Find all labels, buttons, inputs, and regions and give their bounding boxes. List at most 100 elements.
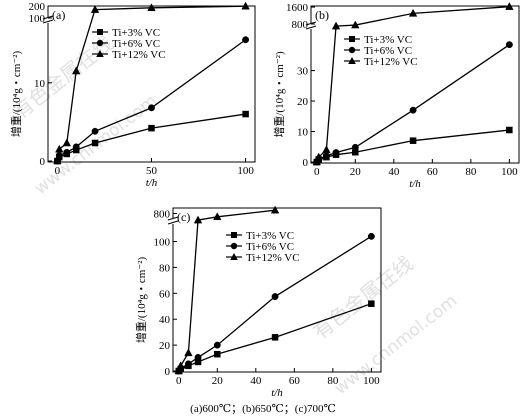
data-point	[351, 143, 359, 151]
legend-label: Ti+3% VC	[112, 27, 160, 39]
axis-break-gap	[169, 219, 177, 224]
data-point	[314, 152, 323, 161]
x-tick-label: 0	[176, 375, 182, 387]
panel-c: 0 20 40 60 80 100 0 20 40 60 80 100 800 t/h 增重/(10⁴g・c…	[134, 205, 382, 399]
data-point	[368, 300, 375, 307]
data-point	[505, 2, 514, 10]
y-tick-label: 1600	[286, 2, 309, 14]
data-point	[72, 66, 81, 75]
axis-break-mark	[167, 216, 179, 221]
x-axis-label: t/h	[409, 178, 421, 190]
x-tick-label: 40	[250, 375, 262, 387]
legend-marker	[349, 36, 355, 42]
x-tick-label: 80	[327, 375, 339, 387]
data-point	[322, 152, 330, 160]
data-point	[184, 360, 192, 368]
x-tick-label: 20	[212, 375, 224, 387]
y-tick-label: 0	[165, 366, 171, 378]
axis-break-gap	[44, 18, 52, 23]
data-point	[62, 138, 72, 147]
legend-label: Ti+3% VC	[246, 230, 294, 242]
data-point	[147, 3, 156, 12]
x-tick-label: 20	[350, 166, 362, 178]
y-axis-label: 增重/(10⁴g・cm⁻²)	[272, 51, 286, 138]
y-tick-label: 10	[34, 78, 46, 90]
panel-label: (c)	[177, 210, 190, 224]
data-point	[332, 149, 340, 157]
legend-marker	[231, 232, 237, 238]
legend-marker	[230, 253, 238, 260]
axis-break-mark	[167, 220, 179, 225]
data-point	[193, 215, 203, 224]
data-point	[367, 232, 375, 240]
x-tick-label: 100	[501, 166, 518, 178]
y-tick-label: 60	[159, 288, 171, 300]
x-tick-label: 100	[237, 165, 254, 177]
data-point	[271, 293, 279, 301]
data-point	[55, 144, 64, 153]
data-point	[213, 341, 221, 349]
axis-break-mark	[42, 19, 54, 24]
data-point	[506, 126, 513, 134]
data-point	[312, 157, 321, 166]
x-tick-label: 100	[363, 375, 380, 387]
data-point	[505, 41, 513, 49]
data-point	[409, 106, 417, 114]
y-tick-label: 20	[297, 96, 309, 108]
plot-frame	[310, 5, 520, 164]
data-point	[148, 104, 155, 112]
data-point	[213, 212, 222, 221]
data-point	[176, 361, 185, 370]
legend-marker	[96, 50, 104, 57]
panel-b: 0 20 40 60 80 100 0 10 20 30 800 1600 t/h 增重/(10⁴g・cm…	[272, 2, 520, 190]
x-tick-label: 80	[465, 166, 477, 178]
y-tick-label: 40	[159, 314, 171, 326]
data-point	[351, 20, 360, 29]
y-tick-label: 0	[40, 156, 46, 168]
data-point	[242, 110, 249, 118]
panel-label: (a)	[52, 8, 65, 22]
data-point	[242, 36, 250, 44]
data-point	[214, 350, 221, 358]
y-tick-label: 800	[154, 209, 171, 221]
data-point	[148, 124, 155, 132]
legend-marker	[348, 57, 356, 64]
data-point	[91, 127, 99, 135]
data-point	[270, 205, 280, 214]
y-tick-label: 800	[292, 19, 309, 31]
data-point	[322, 145, 331, 154]
data-point	[53, 156, 62, 165]
data-point	[91, 139, 99, 147]
data-point	[241, 1, 250, 10]
data-point	[271, 334, 279, 341]
x-axis-label: t/h	[146, 177, 158, 189]
data-point	[72, 143, 80, 151]
legend-label: Ti+6% VC	[112, 38, 160, 50]
data-point	[409, 137, 417, 144]
legend-marker	[230, 242, 238, 250]
x-tick-label: 0	[314, 166, 320, 178]
legend-marker	[97, 29, 103, 35]
data-point	[184, 348, 193, 357]
series-line	[316, 129, 510, 163]
legend-label: Ti+6% VC	[246, 241, 294, 253]
y-axis-label: 增重/(10⁴g・cm⁻²)	[9, 51, 23, 138]
panel-label: (b)	[315, 8, 329, 22]
data-point	[90, 5, 100, 13]
y-tick-label: 100	[154, 237, 171, 249]
panel-a: 0 50 100010100200t/h增重/(10⁴g・cm⁻²)(a)Ti+3%…	[9, 1, 256, 189]
x-tick-label: 60	[427, 166, 439, 178]
legend-marker	[96, 39, 104, 47]
legend-marker	[348, 46, 356, 54]
y-tick-label: 100	[29, 13, 46, 25]
figure-caption: (a)600℃；(b)650℃；(c)700℃	[190, 403, 336, 415]
x-tick-label: 60	[289, 375, 301, 387]
y-tick-label: 20	[159, 340, 171, 352]
x-tick-label: 0	[55, 165, 61, 177]
data-point	[63, 148, 71, 156]
data-point	[331, 21, 341, 30]
y-tick-label: 30	[297, 66, 309, 78]
y-tick-label: 200	[29, 1, 46, 13]
x-tick-label: 40	[388, 166, 400, 178]
y-tick-label: 10	[297, 127, 309, 139]
